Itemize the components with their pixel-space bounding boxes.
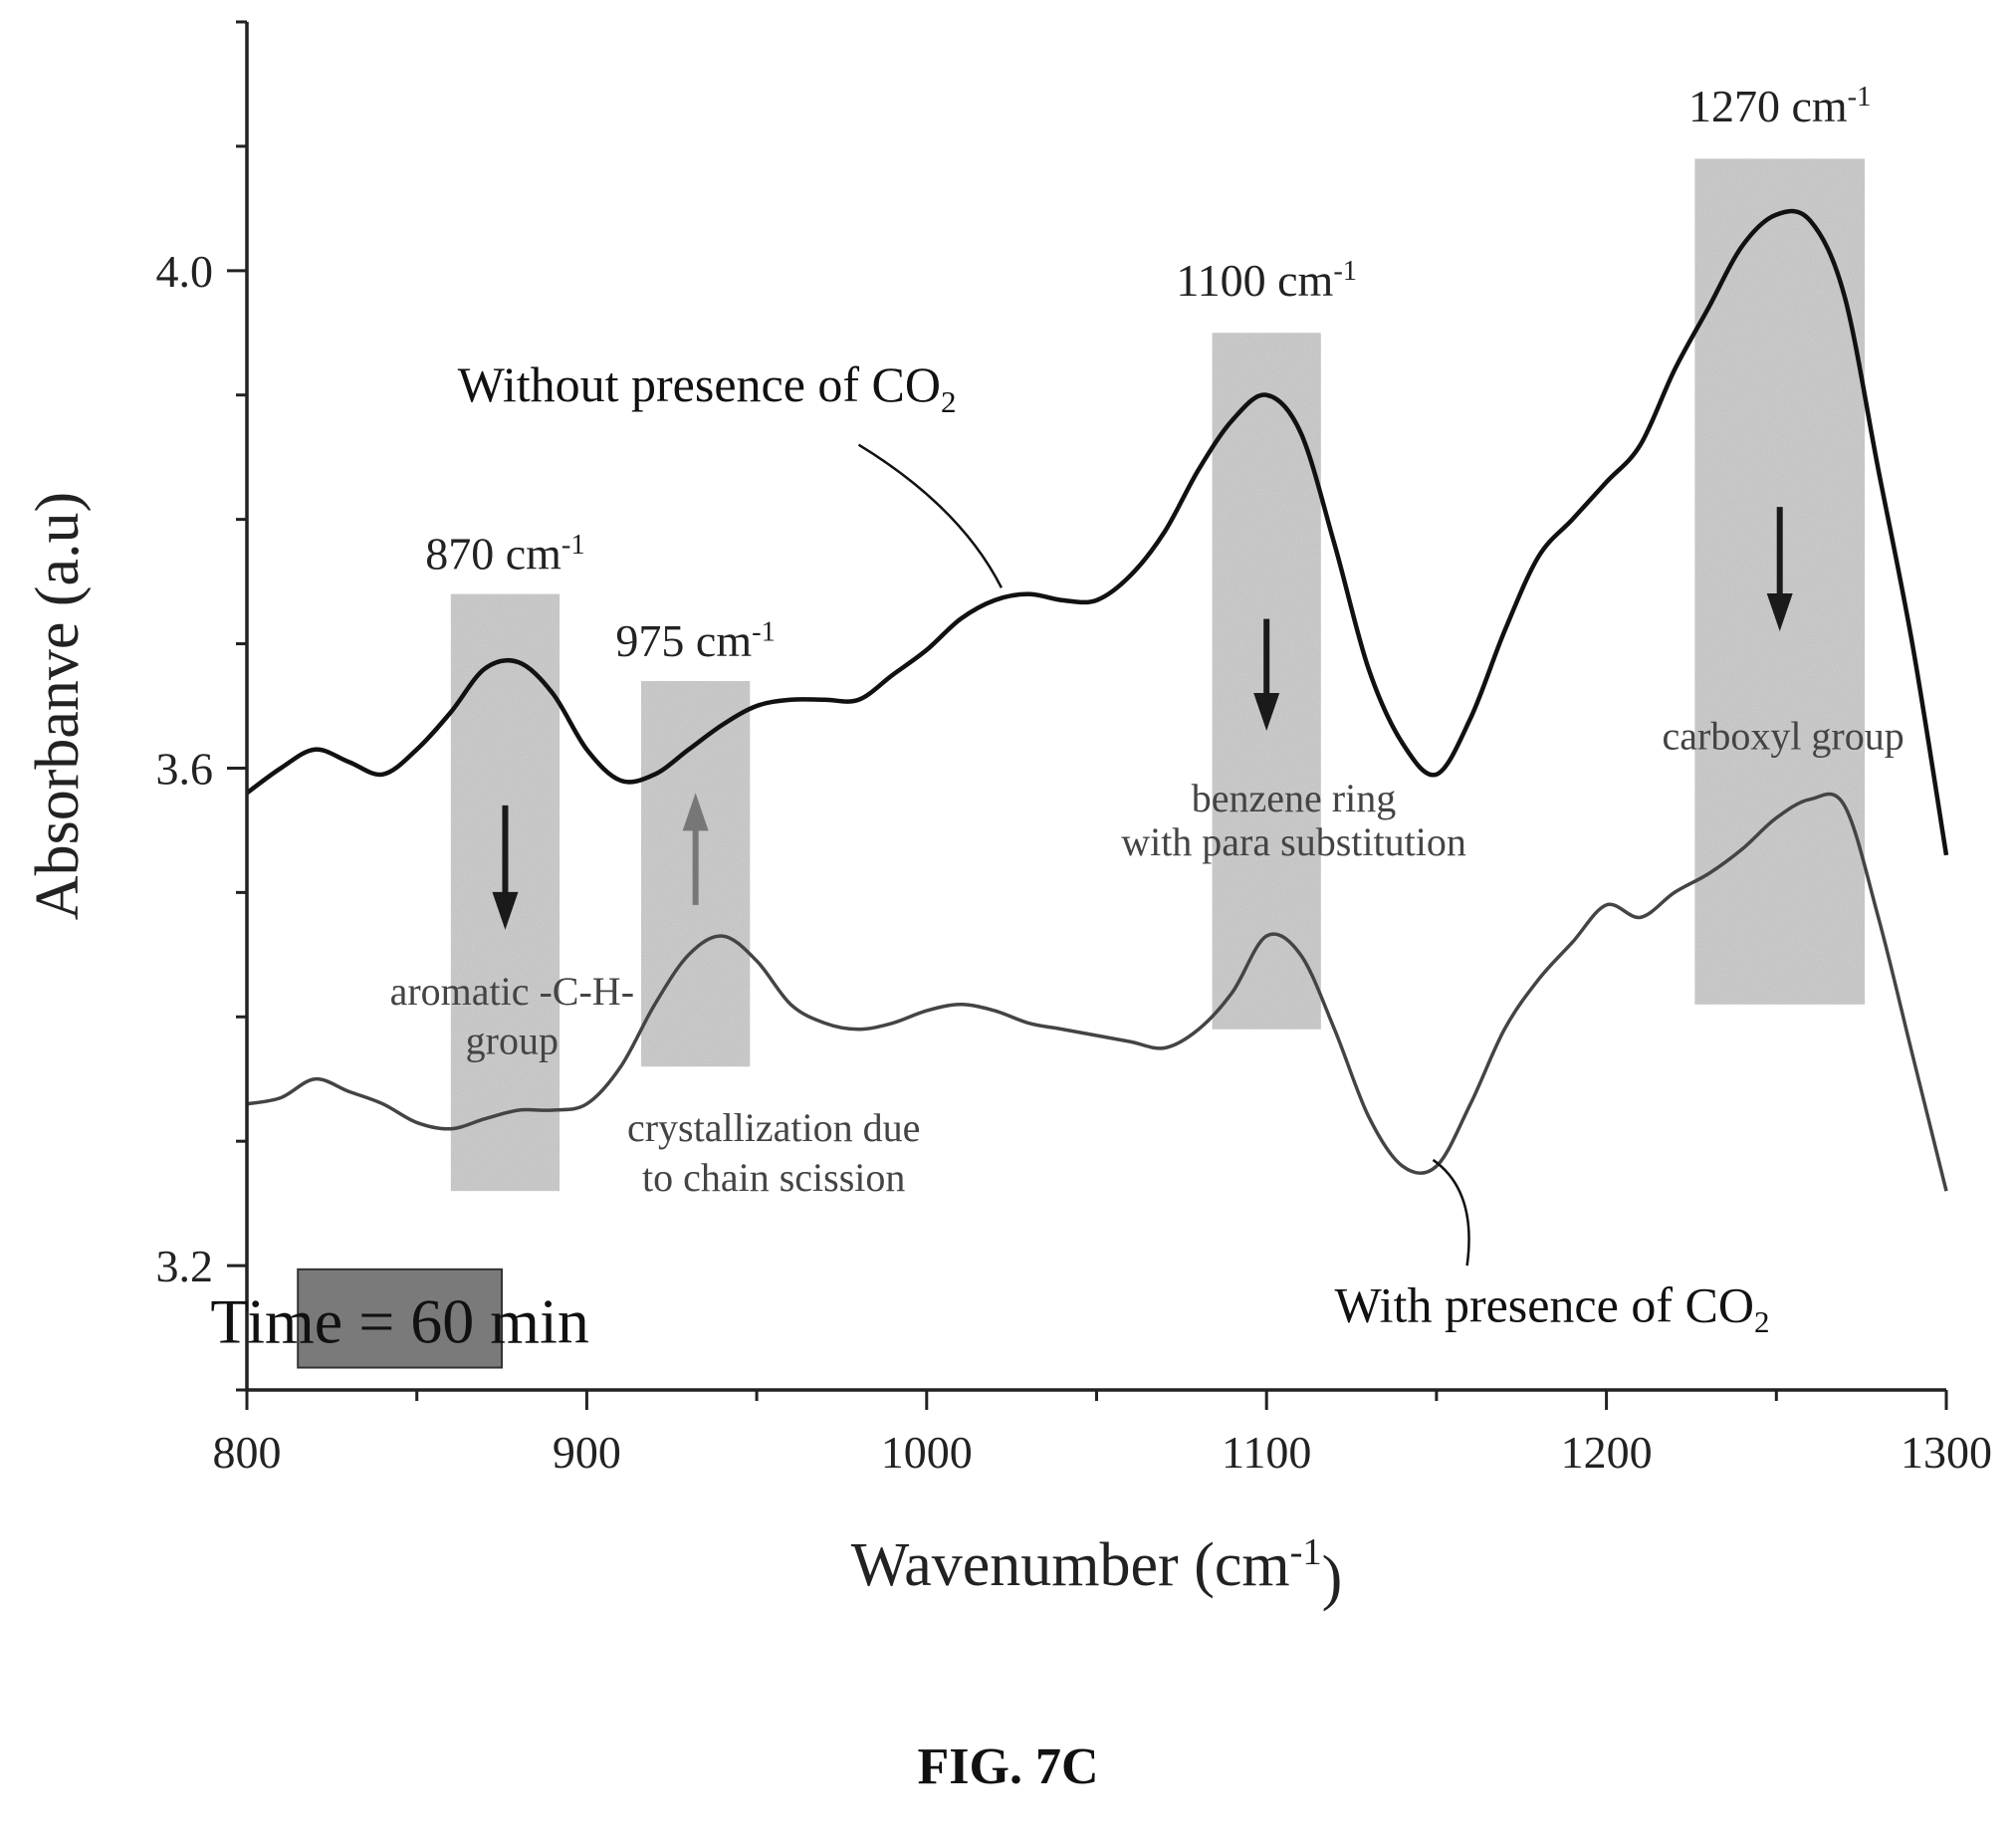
band-3-annotation-0: carboxyl group — [1662, 714, 1904, 759]
band-1-label-base: 975 cm — [615, 615, 752, 666]
band-2-arrow — [1253, 618, 1280, 731]
band-layer — [450, 158, 1866, 1192]
series-label-0-leader — [857, 443, 1004, 588]
x-tick-label-900: 900 — [553, 1427, 621, 1478]
band-2-label-base: 1100 cm — [1176, 255, 1333, 306]
band-0-label-base: 870 cm — [425, 529, 561, 579]
band-1-arrow-head — [682, 793, 709, 831]
band-1-label-sup: -1 — [752, 616, 776, 647]
figure-caption: FIG. 7C — [917, 1738, 1099, 1795]
x-tick-label-1200: 1200 — [1561, 1427, 1653, 1478]
series-label-0: Without presence of CO2 — [458, 356, 957, 419]
x-tick-label-1000: 1000 — [881, 1427, 973, 1478]
series-label-1: With presence of CO2 — [1334, 1276, 1769, 1339]
x-tick-label-800: 800 — [213, 1427, 282, 1478]
time-inset-box — [297, 1268, 504, 1369]
band-2-annotation-0: benzene ring — [1192, 776, 1396, 820]
series-line-1 — [246, 792, 1948, 1192]
x-axis-title-sup: -1 — [1290, 1531, 1322, 1573]
series-label-1-leader — [1432, 1158, 1470, 1267]
band-0-label-sup: -1 — [561, 530, 585, 561]
band-3-label-base: 1270 cm — [1688, 81, 1848, 131]
x-tick-label-1300: 1300 — [1901, 1427, 1992, 1478]
x-axis-title-end: ) — [1322, 1544, 1343, 1612]
y-tick-label-0: 3.2 — [156, 1241, 214, 1291]
series-label-0-sub: 2 — [941, 384, 957, 419]
y-axis-title: Absorbanve (a.u) — [24, 492, 92, 920]
band-1-annotation-1: to chain scission — [642, 1155, 905, 1200]
band-1-annotation-0: crystallization due — [627, 1105, 920, 1150]
band-3-label-sup: -1 — [1848, 82, 1872, 113]
x-tick-label-1100: 1100 — [1222, 1427, 1311, 1478]
series-label-1-base: With presence of CO — [1334, 1276, 1753, 1332]
band-3-arrow-head — [1766, 593, 1793, 632]
series-label-1-sub: 2 — [1754, 1304, 1770, 1339]
band-2-label-sup: -1 — [1333, 256, 1357, 287]
series-line-0 — [245, 208, 1949, 856]
series-layer — [245, 208, 1949, 1192]
band-0-label: 870 cm-1 — [425, 529, 584, 579]
band-3-label: 1270 cm-1 — [1688, 81, 1871, 131]
time-inset-label: Time = 60 min — [210, 1286, 588, 1357]
band-0-arrow-head — [492, 891, 519, 930]
band-2-arrow-head — [1253, 692, 1280, 731]
x-axis-title: Wavenumber (cm-1) — [851, 1531, 1343, 1612]
band-3-arrow — [1766, 507, 1793, 632]
band-0-arrow — [492, 805, 519, 930]
axes: 800 900 1000 1100 1200 1300 3.2 3.6 4.0 Wavenumbe… — [24, 20, 1992, 1612]
y-tick-label-1: 3.6 — [156, 743, 214, 794]
band-0-annotation-1: group — [466, 1019, 559, 1063]
band-0-annotation-0: aromatic -C-H- — [390, 969, 634, 1014]
x-axis-title-base: Wavenumber (cm — [851, 1531, 1290, 1599]
series-label-0-base: Without presence of CO — [458, 356, 941, 412]
band-2-annotation-1: with para substitution — [1121, 819, 1466, 864]
band-1-arrow — [682, 793, 709, 905]
band-2-label: 1100 cm-1 — [1176, 255, 1357, 306]
time-inset: Time = 60 min — [210, 1268, 589, 1369]
band-1-label: 975 cm-1 — [615, 615, 775, 666]
y-tick-label-2: 4.0 — [156, 246, 214, 297]
